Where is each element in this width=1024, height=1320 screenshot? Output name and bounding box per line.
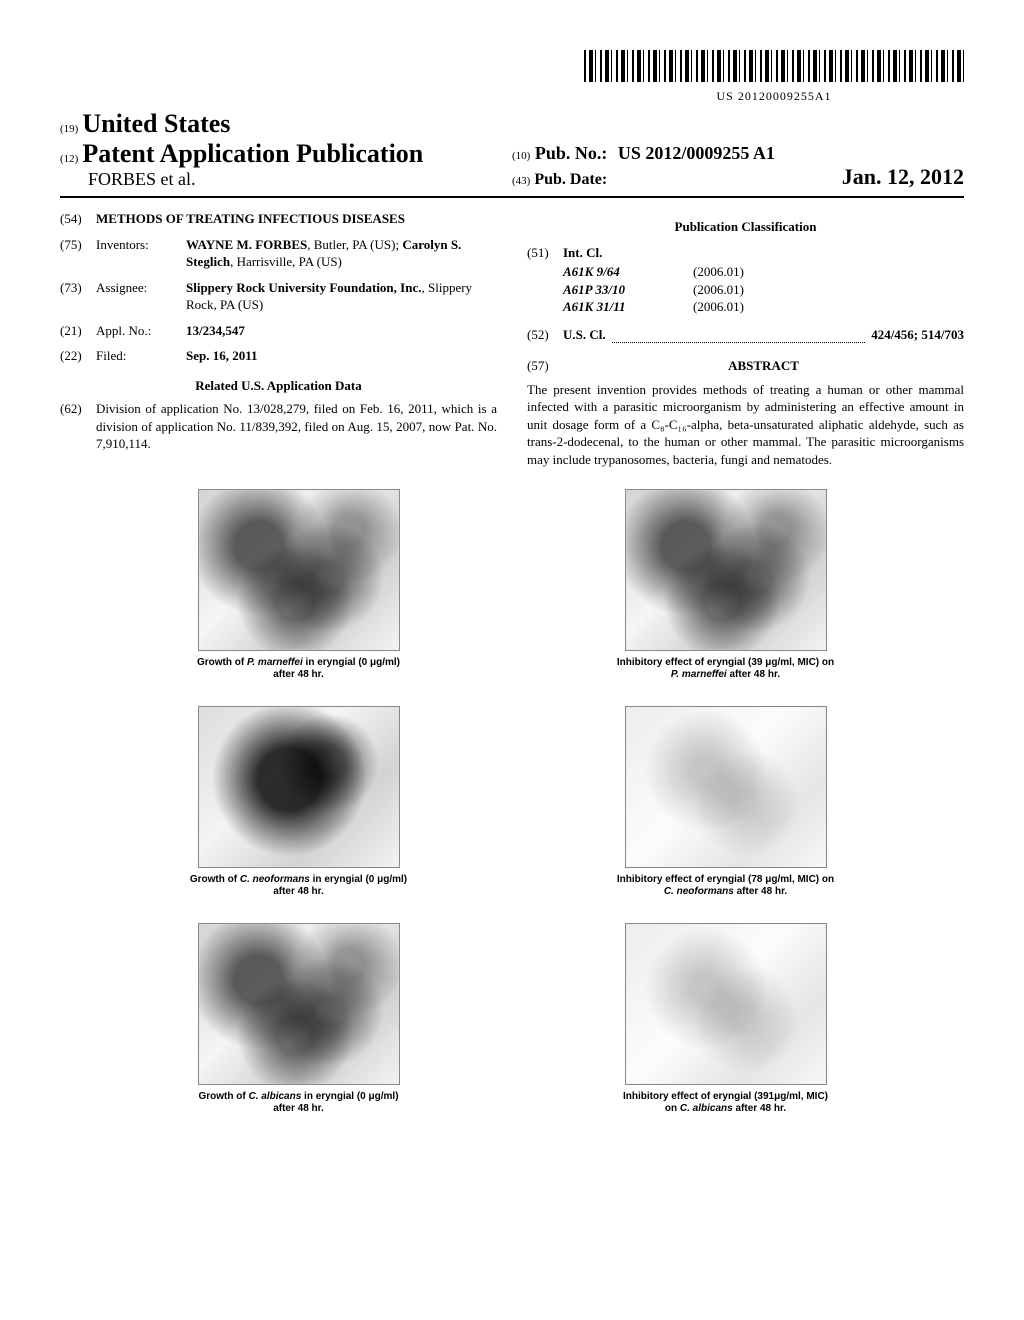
- figure-caption: Growth of C. neoformans in eryngial (0 μ…: [189, 874, 409, 899]
- assignee-label: Assignee:: [96, 279, 186, 314]
- figure-image: [198, 706, 400, 868]
- figure: Growth of C. neoformans in eryngial (0 μ…: [140, 706, 457, 899]
- related-text: Division of application No. 13/028,279, …: [96, 400, 497, 453]
- inventors-label: Inventors:: [96, 236, 186, 271]
- pub-class-heading: Publication Classification: [527, 218, 964, 236]
- patent-page: US 20120009255A1 (19) United States (12)…: [0, 0, 1024, 1166]
- barcode-number: US 20120009255A1: [584, 89, 964, 104]
- pub-date-label: Pub. Date:: [534, 171, 607, 188]
- code-43: (43): [512, 175, 530, 187]
- code-62: (62): [60, 400, 96, 453]
- pub-no: US 2012/0009255 A1: [618, 143, 775, 163]
- figure-image: [625, 923, 827, 1085]
- intcl-code: A61P 33/10: [563, 281, 693, 299]
- intcl-year: (2006.01): [693, 298, 744, 316]
- header-left: (19) United States (12) Patent Applicati…: [60, 109, 476, 190]
- appl-no: 13/234,547: [186, 322, 497, 340]
- leader-dots: [612, 333, 866, 343]
- pub-no-label: Pub. No.:: [535, 143, 608, 163]
- figure-caption: Inhibitory effect of eryngial (39 μg/ml,…: [616, 657, 836, 682]
- code-54: (54): [60, 210, 96, 228]
- code-12: (12): [60, 153, 78, 165]
- code-21: (21): [60, 322, 96, 340]
- code-52: (52): [527, 326, 563, 344]
- invention-title: METHODS OF TREATING INFECTIOUS DISEASES: [96, 210, 497, 228]
- figure-caption: Inhibitory effect of eryngial (78 μg/ml,…: [616, 874, 836, 899]
- figure-image: [625, 489, 827, 651]
- figure: Inhibitory effect of eryngial (78 μg/ml,…: [567, 706, 884, 899]
- figure-image: [625, 706, 827, 868]
- intcl-year: (2006.01): [693, 263, 744, 281]
- header: (19) United States (12) Patent Applicati…: [60, 109, 964, 198]
- figure: Inhibitory effect of eryngial (39 μg/ml,…: [567, 489, 884, 682]
- barcode-block: US 20120009255A1: [60, 50, 964, 105]
- intcl-year: (2006.01): [693, 281, 744, 299]
- related-heading: Related U.S. Application Data: [60, 377, 497, 395]
- country: United States: [82, 109, 230, 138]
- publication-type: Patent Application Publication: [82, 139, 423, 168]
- biblio-columns: (54) METHODS OF TREATING INFECTIOUS DISE…: [60, 210, 964, 469]
- appl-no-label: Appl. No.:: [96, 322, 186, 340]
- abstract-label: ABSTRACT: [563, 357, 964, 375]
- figure: Growth of C. albicans in eryngial (0 μg/…: [140, 923, 457, 1116]
- header-right: (10) Pub. No.: US 2012/0009255 A1 (43) P…: [512, 143, 964, 190]
- intcl-code: A61K 31/11: [563, 298, 693, 316]
- figures-grid: Growth of P. marneffei in eryngial (0 μg…: [60, 489, 964, 1116]
- figure-caption: Growth of C. albicans in eryngial (0 μg/…: [189, 1091, 409, 1116]
- intcl-code: A61K 9/64: [563, 263, 693, 281]
- filed-date: Sep. 16, 2011: [186, 347, 497, 365]
- figure-image: [198, 489, 400, 651]
- abstract-text: The present invention provides methods o…: [527, 381, 964, 469]
- barcode-graphic: [584, 50, 964, 82]
- code-57: (57): [527, 357, 563, 375]
- code-75: (75): [60, 236, 96, 271]
- code-73: (73): [60, 279, 96, 314]
- code-10: (10): [512, 150, 530, 162]
- figure: Inhibitory effect of eryngial (391μg/ml,…: [567, 923, 884, 1116]
- code-22: (22): [60, 347, 96, 365]
- uscl-value: 424/456; 514/703: [871, 326, 964, 344]
- figure-caption: Inhibitory effect of eryngial (391μg/ml,…: [616, 1091, 836, 1116]
- filed-label: Filed:: [96, 347, 186, 365]
- pub-date: Jan. 12, 2012: [842, 164, 964, 190]
- left-column: (54) METHODS OF TREATING INFECTIOUS DISE…: [60, 210, 497, 469]
- uscl-label: U.S. Cl.: [563, 326, 606, 344]
- figure: Growth of P. marneffei in eryngial (0 μg…: [140, 489, 457, 682]
- figure-image: [198, 923, 400, 1085]
- intcl-label: Int. Cl.: [563, 244, 602, 262]
- intcl-list: A61K 9/64(2006.01) A61P 33/10(2006.01) A…: [527, 263, 964, 316]
- code-51: (51): [527, 244, 563, 262]
- right-column: Publication Classification (51) Int. Cl.…: [527, 210, 964, 469]
- figure-caption: Growth of P. marneffei in eryngial (0 μg…: [189, 657, 409, 682]
- code-19: (19): [60, 123, 78, 135]
- authors-etal: FORBES et al.: [60, 169, 476, 190]
